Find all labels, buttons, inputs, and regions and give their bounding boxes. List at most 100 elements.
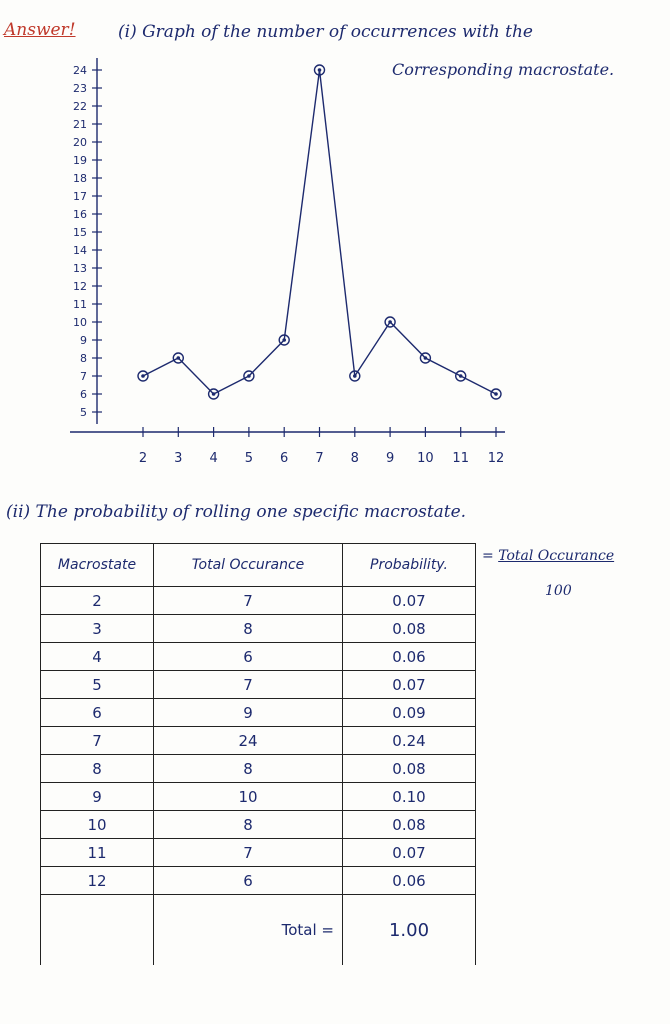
part1-heading: (i) Graph of the number of occurrences w… — [118, 22, 533, 42]
y-tick-label: 10 — [73, 316, 87, 329]
table-row: 9 10 0.10 — [40, 782, 476, 811]
cell-total-occurance: 8 — [153, 614, 343, 643]
data-point-dot — [423, 356, 428, 360]
data-point-dot — [353, 374, 357, 378]
y-axis-ticks: 5 6 7 8 9 10 11 12 13 14 15 16 17 18 19 20 21 22 23 24 — [73, 64, 102, 419]
cell-total-occurance: 7 — [153, 586, 343, 615]
answer-label: Answer! — [4, 20, 76, 40]
cell-probability: 0.24 — [342, 726, 476, 755]
total-label: Total = — [153, 894, 343, 965]
table-header-row: Macrostate Total Occurance Probability. — [40, 543, 476, 587]
x-tick-label: 12 — [488, 451, 505, 466]
y-tick-label: 22 — [73, 100, 87, 113]
data-point-dot — [317, 68, 322, 72]
cell-probability: 0.10 — [342, 782, 476, 811]
cell-probability: 0.08 — [342, 810, 476, 839]
cell-macrostate: 10 — [40, 810, 154, 839]
occurrence-line — [142, 69, 497, 395]
cell-total-occurance: 24 — [153, 726, 343, 755]
table-row: 4 6 0.06 — [40, 642, 476, 671]
data-point — [490, 388, 502, 400]
y-tick-label: 9 — [80, 334, 87, 347]
formula-numerator: Total Occurance — [498, 548, 615, 564]
table-row: 11 7 0.07 — [40, 838, 476, 867]
probability-table: Macrostate Total Occurance Probability. … — [40, 543, 476, 965]
data-point-dot — [247, 374, 251, 378]
y-tick-label: 15 — [73, 226, 87, 239]
table-row: 10 8 0.08 — [40, 810, 476, 839]
table-row: 12 6 0.06 — [40, 866, 476, 895]
total-empty-cell — [40, 894, 154, 965]
table-row: 2 7 0.07 — [40, 586, 476, 615]
cell-probability: 0.08 — [342, 754, 476, 783]
y-tick-label: 5 — [80, 406, 87, 419]
y-tick-label: 8 — [80, 352, 87, 365]
cell-macrostate: 2 — [40, 586, 154, 615]
y-tick-label: 21 — [73, 118, 87, 131]
table-row: 6 9 0.09 — [40, 698, 476, 727]
y-tick-label: 18 — [73, 172, 87, 185]
x-tick-label: 8 — [351, 451, 359, 466]
cell-macrostate: 3 — [40, 614, 154, 643]
table-row: 5 7 0.07 — [40, 670, 476, 699]
y-tick-label: 23 — [73, 82, 87, 95]
data-point — [172, 352, 185, 364]
probability-formula: = Total Occurance — [482, 548, 614, 564]
cell-macrostate: 5 — [40, 670, 154, 699]
cell-total-occurance: 8 — [153, 810, 343, 839]
cell-macrostate: 8 — [40, 754, 154, 783]
x-tick-label: 4 — [209, 451, 217, 466]
y-tick-label: 20 — [73, 136, 87, 149]
table-body: 2 7 0.07 3 8 0.08 4 6 0.06 5 7 0.07 6 9 0.09 7 24 0.24 8 8 0… — [40, 586, 476, 965]
y-tick-label: 24 — [73, 64, 87, 77]
cell-macrostate: 11 — [40, 838, 154, 867]
cell-total-occurance: 8 — [153, 754, 343, 783]
cell-probability: 0.06 — [342, 642, 476, 671]
data-point — [313, 64, 326, 76]
chart-axes — [70, 58, 505, 433]
x-axis-ticks: 2 3 4 5 6 7 8 9 10 11 12 — [139, 427, 504, 466]
cell-total-occurance: 7 — [153, 838, 343, 867]
y-tick-label: 7 — [80, 370, 87, 383]
x-tick-label: 7 — [315, 451, 323, 466]
formula-denominator: 100 — [545, 583, 572, 599]
cell-total-occurance: 6 — [153, 866, 343, 895]
cell-total-occurance: 7 — [153, 670, 343, 699]
part1-heading-continued: Corresponding macrostate. — [392, 60, 615, 79]
cell-probability: 0.07 — [342, 586, 476, 615]
data-point — [207, 388, 220, 400]
data-point-dot — [494, 392, 498, 396]
cell-probability: 0.08 — [342, 614, 476, 643]
x-tick-label: 6 — [280, 451, 288, 466]
cell-total-occurance: 6 — [153, 642, 343, 671]
data-point — [137, 370, 149, 382]
y-tick-label: 16 — [73, 208, 87, 221]
cell-total-occurance: 9 — [153, 698, 343, 727]
data-point — [278, 334, 290, 346]
data-series — [137, 64, 502, 400]
y-tick-label: 12 — [73, 280, 87, 293]
data-point-dot — [388, 320, 392, 324]
x-tick-label: 5 — [245, 451, 253, 466]
cell-macrostate: 7 — [40, 726, 154, 755]
data-point-dot — [282, 338, 287, 342]
y-tick-label: 17 — [73, 190, 87, 203]
data-point — [384, 316, 396, 328]
cell-macrostate: 4 — [40, 642, 154, 671]
cell-probability: 0.07 — [342, 838, 476, 867]
cell-total-occurance: 10 — [153, 782, 343, 811]
cell-macrostate: 6 — [40, 698, 154, 727]
cell-macrostate: 12 — [40, 866, 154, 895]
cell-probability: 0.09 — [342, 698, 476, 727]
table-row: 8 8 0.08 — [40, 754, 476, 783]
y-tick-label: 6 — [80, 388, 87, 401]
y-tick-label: 13 — [73, 262, 87, 275]
data-point — [419, 352, 432, 364]
table-row: 3 8 0.08 — [40, 614, 476, 643]
part2-heading: (ii) The probability of rolling one spec… — [6, 502, 467, 522]
table-total-row: Total = 1.00 — [40, 894, 476, 965]
data-point-dot — [141, 374, 145, 378]
total-value: 1.00 — [342, 894, 476, 965]
data-point-dot — [211, 392, 216, 396]
